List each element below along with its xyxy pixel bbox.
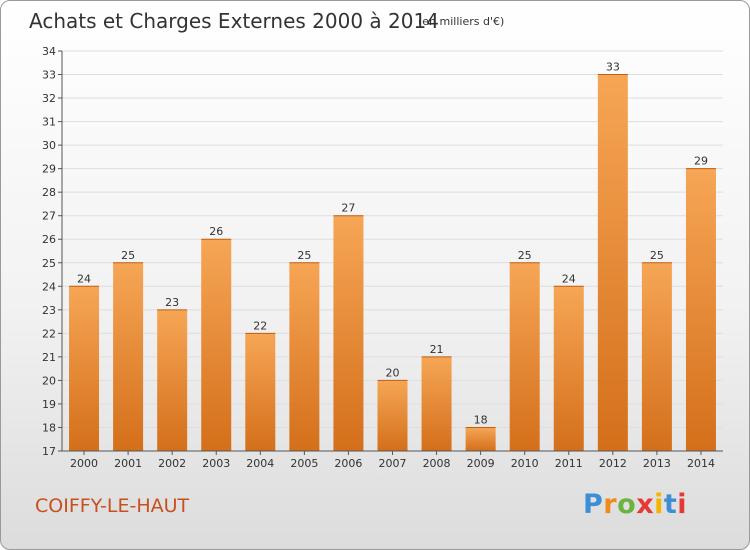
bar-2014 <box>685 168 716 451</box>
y-tick-label: 26 <box>42 233 56 246</box>
y-tick-label: 21 <box>42 351 56 364</box>
data-label-2009: 18 <box>474 413 488 426</box>
bar-2003 <box>201 239 232 451</box>
logo-letter: t <box>663 489 678 520</box>
bar-2010 <box>509 262 540 451</box>
x-tick-label-2003: 2003 <box>202 457 230 470</box>
data-label-2001: 25 <box>121 249 135 262</box>
bar-2012 <box>597 74 628 451</box>
y-tick-label: 32 <box>42 92 56 105</box>
bars <box>69 74 716 451</box>
data-label-2000: 24 <box>77 272 91 285</box>
bar-2008 <box>421 356 452 451</box>
x-tick-label-2002: 2002 <box>158 457 186 470</box>
proxiti-logo: Proxiti <box>583 489 687 520</box>
data-label-2007: 20 <box>386 366 400 379</box>
bar-2000 <box>69 286 100 451</box>
logo-letter: i <box>677 489 688 520</box>
logo-letter: x <box>636 489 655 520</box>
bar-2006 <box>333 215 364 451</box>
x-tick-label-2010: 2010 <box>511 457 539 470</box>
data-label-2010: 25 <box>518 249 532 262</box>
logo-letter: r <box>603 489 618 520</box>
bar-2002 <box>157 309 188 451</box>
y-tick-label: 24 <box>42 280 56 293</box>
x-tick-label-2007: 2007 <box>379 457 407 470</box>
x-tick-label-2012: 2012 <box>599 457 627 470</box>
data-label-2006: 27 <box>341 202 355 215</box>
y-tick-label: 25 <box>42 257 56 270</box>
x-tick-label-2005: 2005 <box>290 457 318 470</box>
chart-subtitle: (en milliers d'€) <box>418 15 505 28</box>
y-tick-label: 28 <box>42 186 56 199</box>
bar-2001 <box>113 262 144 451</box>
x-tick-label-2001: 2001 <box>114 457 142 470</box>
y-axis-ticks: 17 18 19 20 21 22 23 24 25 26 27 28 29 30 31 32 33 34 <box>42 45 62 458</box>
y-tick-label: 29 <box>42 163 56 176</box>
x-tick-label-2000: 2000 <box>70 457 98 470</box>
x-axis-labels: 2000 2001 2002 2003 2004 2005 2006 2007 2008 2009… <box>70 451 715 470</box>
data-label-2008: 21 <box>430 343 444 356</box>
data-label-2013: 25 <box>650 249 664 262</box>
y-tick-label: 18 <box>42 421 56 434</box>
y-tick-label: 33 <box>42 69 56 82</box>
x-tick-label-2004: 2004 <box>246 457 274 470</box>
x-tick-label-2009: 2009 <box>467 457 495 470</box>
data-label-2004: 22 <box>253 319 267 332</box>
data-label-2005: 25 <box>297 249 311 262</box>
y-tick-label: 31 <box>42 116 56 129</box>
y-tick-label: 30 <box>42 139 56 152</box>
logo-letter: o <box>617 489 637 520</box>
bar-2009 <box>465 427 496 451</box>
data-label-2014: 29 <box>694 155 708 168</box>
y-tick-label: 23 <box>42 304 56 317</box>
data-label-2012: 33 <box>606 61 620 74</box>
data-label-2002: 23 <box>165 296 179 309</box>
y-tick-label: 19 <box>42 398 56 411</box>
axes <box>61 51 723 452</box>
chart-title: Achats et Charges Externes 2000 à 2014 <box>29 9 439 33</box>
logo-letter: P <box>583 489 604 520</box>
data-label-2003: 26 <box>209 225 223 238</box>
y-tick-label: 20 <box>42 374 56 387</box>
x-tick-label-2008: 2008 <box>423 457 451 470</box>
x-tick-label-2006: 2006 <box>334 457 362 470</box>
y-tick-label: 22 <box>42 327 56 340</box>
x-tick-label-2014: 2014 <box>687 457 715 470</box>
data-label-2011: 24 <box>562 272 576 285</box>
y-tick-label: 27 <box>42 210 56 223</box>
x-tick-label-2011: 2011 <box>555 457 583 470</box>
bar-2004 <box>245 333 276 451</box>
bar-2013 <box>641 262 672 451</box>
bar-2011 <box>553 286 584 451</box>
logo-letter: i <box>654 489 664 520</box>
commune-name: COIFFY-LE-HAUT <box>35 495 190 517</box>
bar-2005 <box>289 262 320 451</box>
x-tick-label-2013: 2013 <box>643 457 671 470</box>
y-tick-label: 17 <box>42 445 56 458</box>
data-labels: 24 25 23 26 22 25 27 20 21 18 25 24 33 25 29 <box>77 61 708 427</box>
y-tick-label: 34 <box>42 45 56 58</box>
bar-2007 <box>377 380 408 451</box>
